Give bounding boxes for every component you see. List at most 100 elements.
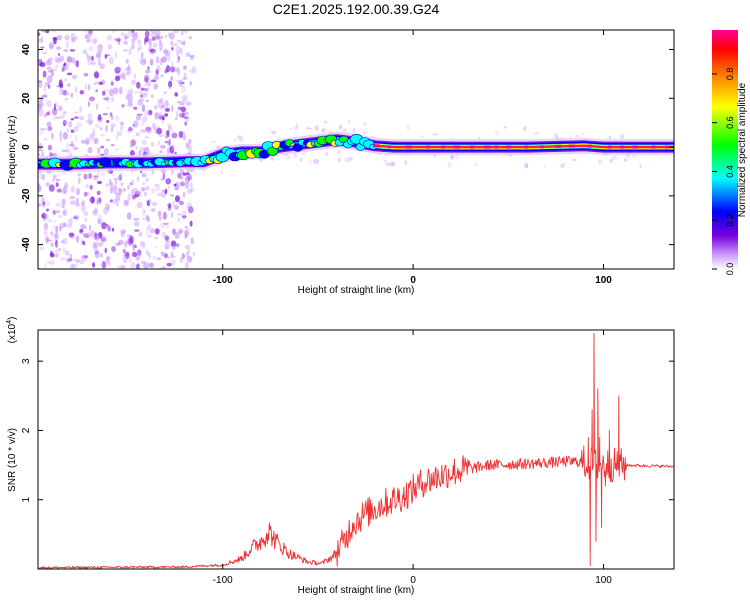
noise-speckle xyxy=(186,51,191,57)
noise-speckle xyxy=(73,125,79,133)
noise-speckle xyxy=(138,46,142,51)
ridge-peak-mark xyxy=(568,144,575,148)
snr-series-line xyxy=(38,333,674,569)
noise-speckle xyxy=(102,90,106,96)
noise-speckle xyxy=(143,74,150,83)
noise-speckle xyxy=(176,39,182,43)
noise-speckle xyxy=(46,75,53,83)
noise-speckle xyxy=(82,226,88,229)
noise-speckle xyxy=(120,181,124,187)
noise-speckle xyxy=(168,86,171,90)
noise-speckle xyxy=(185,101,191,106)
noise-speckle xyxy=(78,176,81,185)
noise-speckle xyxy=(80,140,87,144)
noise-speckle xyxy=(179,176,184,180)
noise-speckle xyxy=(63,62,67,66)
noise-speckle xyxy=(323,120,328,124)
noise-speckle xyxy=(75,134,78,142)
noise-speckle xyxy=(47,126,53,131)
noise-speckle xyxy=(143,191,147,197)
noise-speckle xyxy=(170,259,176,266)
noise-speckle xyxy=(162,116,165,121)
noise-speckle xyxy=(70,200,76,205)
noise-speckle xyxy=(141,87,144,91)
noise-speckle xyxy=(166,141,171,145)
noise-speckle xyxy=(128,48,132,56)
noise-speckle xyxy=(114,75,120,82)
noise-speckle xyxy=(432,133,438,136)
noise-speckle xyxy=(176,181,180,190)
ridge-peak-mark xyxy=(539,145,545,149)
noise-speckle xyxy=(46,200,50,206)
noise-speckle xyxy=(80,200,85,206)
colorbar-ticks: 0.0 0.2 0.4 0.6 0.8 xyxy=(712,68,735,275)
noise-speckle xyxy=(189,220,193,227)
noise-speckle xyxy=(71,74,78,80)
noise-speckle xyxy=(362,122,367,126)
snr-y-multiplier: (x104) xyxy=(6,317,18,344)
noise-speckle xyxy=(124,35,129,40)
noise-speckle xyxy=(44,113,47,118)
noise-speckle xyxy=(147,66,150,70)
noise-speckle xyxy=(313,158,320,165)
noise-speckle xyxy=(145,99,149,102)
noise-speckle xyxy=(157,98,163,103)
noise-speckle xyxy=(136,201,143,209)
noise-speckle xyxy=(168,32,175,40)
noise-speckle xyxy=(92,262,96,268)
noise-speckle xyxy=(171,61,174,67)
noise-speckle xyxy=(75,35,79,40)
noise-speckle xyxy=(89,33,92,41)
noise-speckle xyxy=(41,30,45,33)
noise-speckle xyxy=(116,194,121,201)
noise-speckle xyxy=(130,262,136,269)
noise-speckle xyxy=(90,61,97,65)
noise-speckle xyxy=(56,189,62,193)
noise-speckle xyxy=(81,204,86,212)
spectrogram-x-axis-label: Height of straight line (km) xyxy=(298,285,415,296)
noise-speckle xyxy=(78,115,85,121)
noise-speckle xyxy=(75,188,81,196)
noise-speckle xyxy=(85,174,89,180)
noise-speckle xyxy=(145,126,152,132)
noise-speckle xyxy=(42,30,45,34)
noise-speckle xyxy=(68,217,73,226)
noise-speckle xyxy=(152,122,156,130)
noise-speckle xyxy=(146,126,153,134)
noise-speckle xyxy=(108,88,114,97)
noise-speckle xyxy=(94,234,101,241)
noise-speckle xyxy=(50,232,53,235)
noise-speckle xyxy=(140,58,147,66)
noise-speckle xyxy=(75,86,78,94)
noise-speckle xyxy=(85,137,90,144)
noise-speckle xyxy=(121,31,125,37)
noise-speckle xyxy=(144,126,150,134)
noise-speckle xyxy=(106,96,110,103)
noise-speckle xyxy=(154,30,161,36)
noise-speckle xyxy=(39,98,43,102)
noise-speckle xyxy=(118,187,123,194)
noise-speckle xyxy=(65,250,69,256)
noise-speckle xyxy=(94,250,100,255)
noise-speckle xyxy=(99,63,105,70)
noise-speckle xyxy=(96,197,102,205)
noise-speckle xyxy=(61,198,66,205)
noise-speckle xyxy=(110,96,115,103)
noise-speckle xyxy=(145,248,149,255)
noise-speckle xyxy=(86,53,89,58)
noise-speckle xyxy=(163,48,169,55)
noise-speckle xyxy=(523,126,527,132)
noise-speckle xyxy=(186,101,192,106)
noise-speckle xyxy=(180,106,187,113)
noise-speckle xyxy=(94,123,101,128)
noise-speckle xyxy=(44,235,50,242)
noise-speckle xyxy=(54,64,59,69)
noise-speckle xyxy=(41,94,48,98)
noise-speckle xyxy=(96,199,99,206)
noise-speckle xyxy=(133,91,140,94)
noise-speckle xyxy=(43,215,46,222)
noise-speckle xyxy=(189,69,193,73)
noise-speckle xyxy=(103,97,109,101)
noise-speckle xyxy=(55,178,61,182)
